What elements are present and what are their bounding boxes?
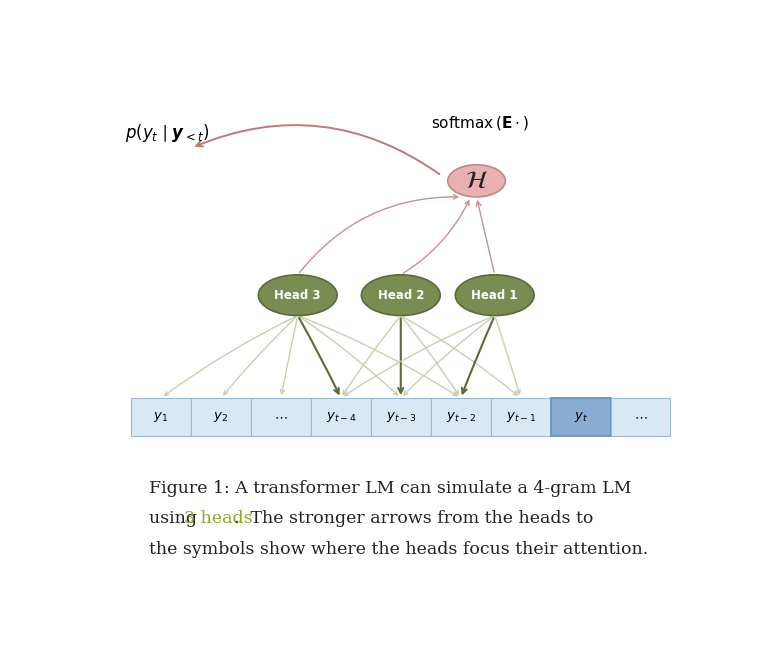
FancyArrowPatch shape (404, 317, 518, 395)
Text: $y_1$: $y_1$ (153, 410, 169, 424)
Ellipse shape (258, 275, 337, 315)
FancyArrowPatch shape (300, 195, 457, 273)
FancyBboxPatch shape (251, 398, 311, 436)
Text: $y_{t-1}$: $y_{t-1}$ (505, 410, 536, 424)
FancyBboxPatch shape (371, 398, 431, 436)
FancyArrowPatch shape (196, 125, 439, 174)
FancyArrowPatch shape (476, 201, 494, 272)
FancyBboxPatch shape (551, 398, 611, 436)
FancyBboxPatch shape (131, 398, 191, 436)
Text: Head 1: Head 1 (472, 288, 518, 302)
Text: the symbols show where the heads focus their attention.: the symbols show where the heads focus t… (149, 541, 648, 558)
Text: using: using (149, 510, 203, 527)
Text: $y_{t-3}$: $y_{t-3}$ (386, 410, 416, 424)
FancyBboxPatch shape (431, 398, 490, 436)
FancyArrowPatch shape (164, 317, 296, 395)
Ellipse shape (448, 165, 505, 197)
Text: $y_{t-4}$: $y_{t-4}$ (325, 410, 356, 424)
FancyArrowPatch shape (496, 318, 520, 394)
Text: $\cdots$: $\cdots$ (633, 411, 647, 424)
FancyArrowPatch shape (403, 317, 458, 395)
FancyArrowPatch shape (224, 317, 296, 395)
Text: Figure 1: A transformer LM can simulate a 4-gram LM: Figure 1: A transformer LM can simulate … (149, 480, 632, 497)
FancyArrowPatch shape (462, 318, 493, 393)
FancyArrowPatch shape (404, 317, 493, 395)
Text: $\cdots$: $\cdots$ (274, 411, 288, 424)
FancyArrowPatch shape (343, 317, 399, 395)
Ellipse shape (455, 275, 534, 315)
Text: $y_t$: $y_t$ (573, 410, 587, 424)
FancyBboxPatch shape (191, 398, 251, 436)
FancyBboxPatch shape (611, 398, 670, 436)
Text: 3 heads: 3 heads (185, 510, 253, 527)
Text: .  The stronger arrows from the heads to: . The stronger arrows from the heads to (234, 510, 594, 527)
FancyArrowPatch shape (404, 201, 469, 273)
Text: $y_{t-2}$: $y_{t-2}$ (446, 410, 475, 424)
FancyArrowPatch shape (344, 317, 492, 396)
Text: $p\left(y_t \mid \boldsymbol{y}_{<t}\right)$: $p\left(y_t \mid \boldsymbol{y}_{<t}\rig… (125, 121, 210, 144)
Text: $y_2$: $y_2$ (213, 410, 228, 424)
FancyArrowPatch shape (300, 317, 457, 396)
FancyArrowPatch shape (300, 317, 397, 395)
Text: $\mathcal{H}$: $\mathcal{H}$ (465, 169, 488, 193)
FancyArrowPatch shape (281, 318, 297, 394)
Text: Head 2: Head 2 (378, 288, 424, 302)
FancyArrowPatch shape (398, 318, 404, 393)
FancyBboxPatch shape (490, 398, 551, 436)
FancyArrowPatch shape (299, 318, 339, 393)
FancyBboxPatch shape (311, 398, 371, 436)
Text: Head 3: Head 3 (274, 288, 321, 302)
Text: $\mathrm{softmax}\,(\mathbf{E}\cdot)$: $\mathrm{softmax}\,(\mathbf{E}\cdot)$ (431, 114, 529, 132)
Ellipse shape (361, 275, 440, 315)
